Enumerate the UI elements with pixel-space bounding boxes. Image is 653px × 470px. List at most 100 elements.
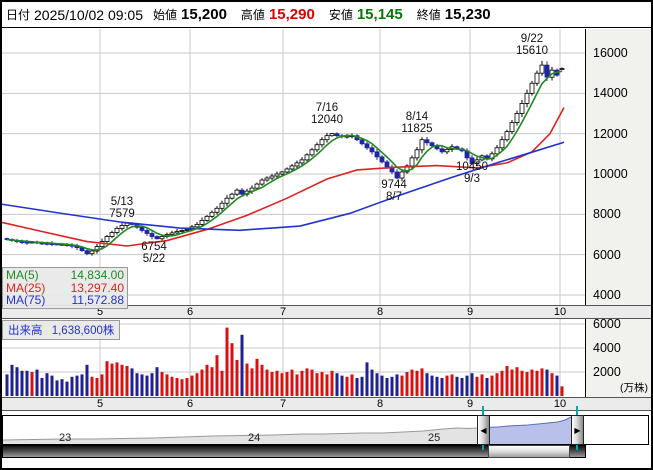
volume-bar [70, 376, 74, 396]
candle-down [384, 161, 390, 168]
month-label: 10 [553, 306, 567, 318]
navigator-left-handle[interactable]: ◀ [477, 415, 490, 445]
price-axis-label: 8000 [593, 207, 621, 222]
volume-bar [440, 378, 444, 396]
candle-up [409, 157, 415, 167]
date-value: 2025/10/02 09:05 [34, 6, 144, 23]
volume-bar [215, 355, 219, 396]
volume-bar [245, 363, 249, 396]
volume-bar [60, 379, 64, 396]
candle-up [254, 183, 260, 189]
ma25-row: MA(25) 13,297.40 [6, 280, 124, 295]
ma25-value: 13,297.40 [70, 280, 124, 295]
volume-bar [520, 370, 524, 396]
candle-up [329, 133, 335, 137]
volume-bar [240, 334, 244, 396]
volume-bar [490, 375, 494, 396]
volume-bar [15, 367, 19, 396]
month-label: 6 [186, 398, 194, 410]
low-label: 安値 [328, 8, 353, 22]
price-chart-pane[interactable]: MA(5) 14,834.00 MA(25) 13,297.40 MA(75) … [2, 29, 585, 309]
volume-bar [380, 375, 384, 396]
candle-up [214, 207, 220, 213]
volume-bar [485, 378, 489, 396]
volume-bar [55, 380, 59, 396]
candle-up [174, 231, 180, 234]
swing-annotation: 6754 5/22 [141, 241, 167, 265]
volume-bar [355, 378, 359, 396]
volume-bar [45, 373, 49, 396]
volume-bar [260, 364, 264, 396]
candle-down [469, 157, 475, 164]
volume-bar [115, 362, 119, 396]
volume-bar [65, 381, 69, 396]
price-axis-label: 14000 [593, 86, 628, 101]
navigator-right-handle[interactable]: ▶ [571, 415, 584, 445]
candle-down [364, 143, 370, 149]
volume-bar [110, 363, 114, 396]
volume-bar [20, 370, 24, 396]
price-axis-label: 12000 [593, 126, 628, 141]
candle-up [89, 250, 95, 255]
candle-up [414, 149, 420, 159]
candle-down [394, 171, 400, 179]
year-label: 24 [248, 432, 261, 444]
volume-bar [530, 369, 534, 396]
volume-bar [130, 368, 134, 396]
candle-up [314, 144, 320, 151]
candle-up [499, 139, 505, 149]
candle-up [184, 229, 190, 231]
volume-bar [525, 372, 529, 396]
volume-bar [75, 375, 79, 396]
close-label: 終値 [416, 8, 441, 22]
year-label: 23 [59, 432, 72, 444]
volume-bar [280, 373, 284, 396]
right-arrow-icon: ▶ [574, 425, 581, 435]
price-axis-label: 16000 [593, 46, 628, 60]
candle-up [114, 228, 120, 233]
candle-up [529, 82, 535, 94]
ma5-label: MA(5) [6, 268, 39, 282]
volume-chart-pane[interactable]: 出来高 1,638,600株 [2, 319, 585, 397]
scrollbar-thumb[interactable] [488, 445, 570, 458]
candle-up [224, 197, 230, 204]
volume-bar [310, 369, 314, 396]
ma75-row: MA(75) 11,572.88 [6, 294, 124, 307]
range-navigator[interactable]: 23 24 25 [2, 415, 649, 445]
volume-bar [320, 372, 324, 396]
volume-bar [395, 374, 399, 396]
candle-down [379, 156, 385, 163]
volume-bar [190, 375, 194, 396]
candle-down [369, 147, 375, 153]
volume-bar [105, 361, 109, 396]
candle-up [444, 148, 450, 153]
volume-bar [340, 375, 344, 396]
candle-down [239, 189, 245, 195]
candle-up [229, 193, 235, 199]
volume-bar [545, 369, 549, 396]
month-label: 7 [279, 398, 287, 410]
candle-up [509, 122, 515, 133]
left-arrow-icon: ◀ [480, 425, 487, 435]
scrollbar-track[interactable] [2, 445, 586, 458]
volume-bar [25, 370, 29, 396]
month-label: 9 [466, 306, 474, 318]
time-scrollbar[interactable] [2, 445, 649, 458]
volume-bar [405, 372, 409, 396]
candle-up [524, 92, 530, 104]
volume-header-box: 出来高 1,638,600株 [2, 320, 121, 340]
volume-bar [495, 373, 499, 396]
volume-bar [30, 372, 34, 396]
volume-bar [510, 369, 514, 396]
candle-up [494, 147, 500, 155]
swing-annotation: 8/14 11825 [401, 111, 433, 135]
candle-up [109, 232, 115, 237]
volume-bar [225, 327, 229, 396]
volume-bar [125, 366, 129, 396]
month-label: 10 [553, 398, 567, 410]
candle-up [234, 189, 240, 195]
price-axis-label: 6000 [593, 247, 621, 262]
volume-bar [370, 369, 374, 396]
candle-up [309, 149, 315, 156]
volume-bar [500, 370, 504, 396]
